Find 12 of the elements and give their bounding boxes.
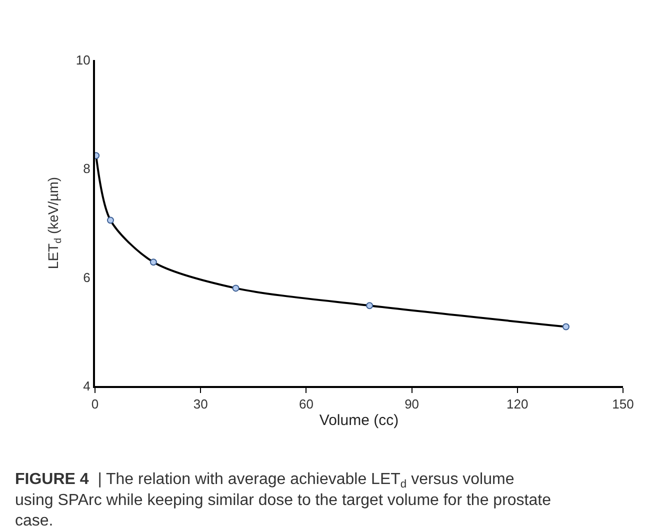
y-tick-label: 8 [83, 161, 90, 176]
x-axis-title: Volume (cc) [319, 412, 399, 430]
caption: FIGURE 4 | The relation with average achievable LET$_{d}$ versus volume using SPArc while keeping similar dose to the target volume for the prostate case. [15, 471, 552, 530]
x-tick-label: 90 [404, 396, 420, 412]
x-tick-label: 120 [506, 396, 528, 412]
y-tick-label: 10 [76, 52, 90, 68]
x-tick-label: 0 [91, 396, 99, 412]
x-tick-label: 60 [298, 396, 314, 412]
y-tick-label: 6 [83, 270, 90, 285]
y-tick-label: 4 [83, 378, 90, 394]
x-tick-label: 150 [612, 396, 634, 412]
x-tick-label: 30 [193, 396, 208, 412]
